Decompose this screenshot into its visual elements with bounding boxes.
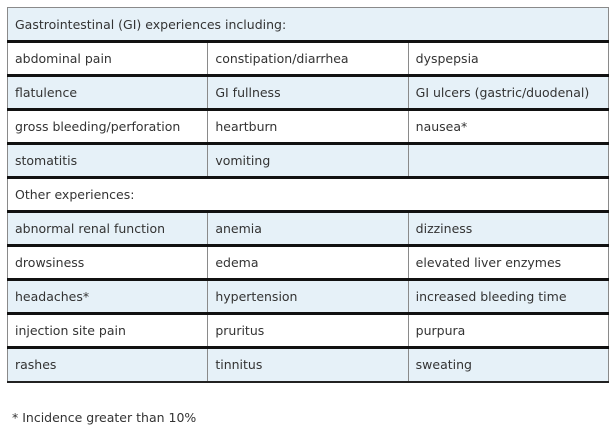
table-row: rashes tinnitus sweating xyxy=(6,346,610,383)
table-row: stomatitis vomiting xyxy=(6,142,610,178)
table-cell: stomatitis xyxy=(6,142,209,178)
table-cell: dyspepsia xyxy=(407,40,610,76)
table-cell: heartburn xyxy=(207,108,409,144)
table-cell: edema xyxy=(207,244,409,280)
table-cell: injection site pain xyxy=(6,312,209,348)
table-cell: gross bleeding/perforation xyxy=(6,108,209,144)
table-row: flatulence GI fullness GI ulcers (gastri… xyxy=(6,74,610,110)
table-cell: anemia xyxy=(207,210,409,246)
table-cell: increased bleeding time xyxy=(407,278,610,314)
adverse-experiences-table: Gastrointestinal (GI) experiences includ… xyxy=(6,7,610,383)
table-cell: elevated liver enzymes xyxy=(407,244,610,280)
table-row: abnormal renal function anemia dizziness xyxy=(6,210,610,246)
table-row: drowsiness edema elevated liver enzymes xyxy=(6,244,610,280)
table-cell: GI ulcers (gastric/duodenal) xyxy=(407,74,610,110)
table-cell: purpura xyxy=(407,312,610,348)
table-cell: nausea* xyxy=(407,108,610,144)
table-cell: rashes xyxy=(6,346,209,383)
gi-section-header: Gastrointestinal (GI) experiences includ… xyxy=(7,7,609,42)
table-cell: abnormal renal function xyxy=(6,210,209,246)
table-row: injection site pain pruritus purpura xyxy=(6,312,610,348)
table-cell: vomiting xyxy=(207,142,409,178)
table-cell: constipation/diarrhea xyxy=(207,40,409,76)
table-row: headaches* hypertension increased bleedi… xyxy=(6,278,610,314)
table-cell: abdominal pain xyxy=(6,40,209,76)
table-cell: pruritus xyxy=(207,312,409,348)
table-cell: sweating xyxy=(407,346,610,383)
table-row: abdominal pain constipation/diarrhea dys… xyxy=(6,40,610,76)
footnote: * Incidence greater than 10% xyxy=(12,410,197,425)
table-cell xyxy=(407,142,610,178)
table-cell: GI fullness xyxy=(207,74,409,110)
table-cell: headaches* xyxy=(6,278,209,314)
table-cell: dizziness xyxy=(407,210,610,246)
table-cell: hypertension xyxy=(207,278,409,314)
section-header-row: Gastrointestinal (GI) experiences includ… xyxy=(7,7,609,42)
section-header-row: Other experiences: xyxy=(7,176,609,212)
table-cell: tinnitus xyxy=(207,346,409,383)
table-cell: drowsiness xyxy=(6,244,209,280)
other-section-header: Other experiences: xyxy=(7,176,609,212)
table-cell: flatulence xyxy=(6,74,209,110)
table-row: gross bleeding/perforation heartburn nau… xyxy=(6,108,610,144)
